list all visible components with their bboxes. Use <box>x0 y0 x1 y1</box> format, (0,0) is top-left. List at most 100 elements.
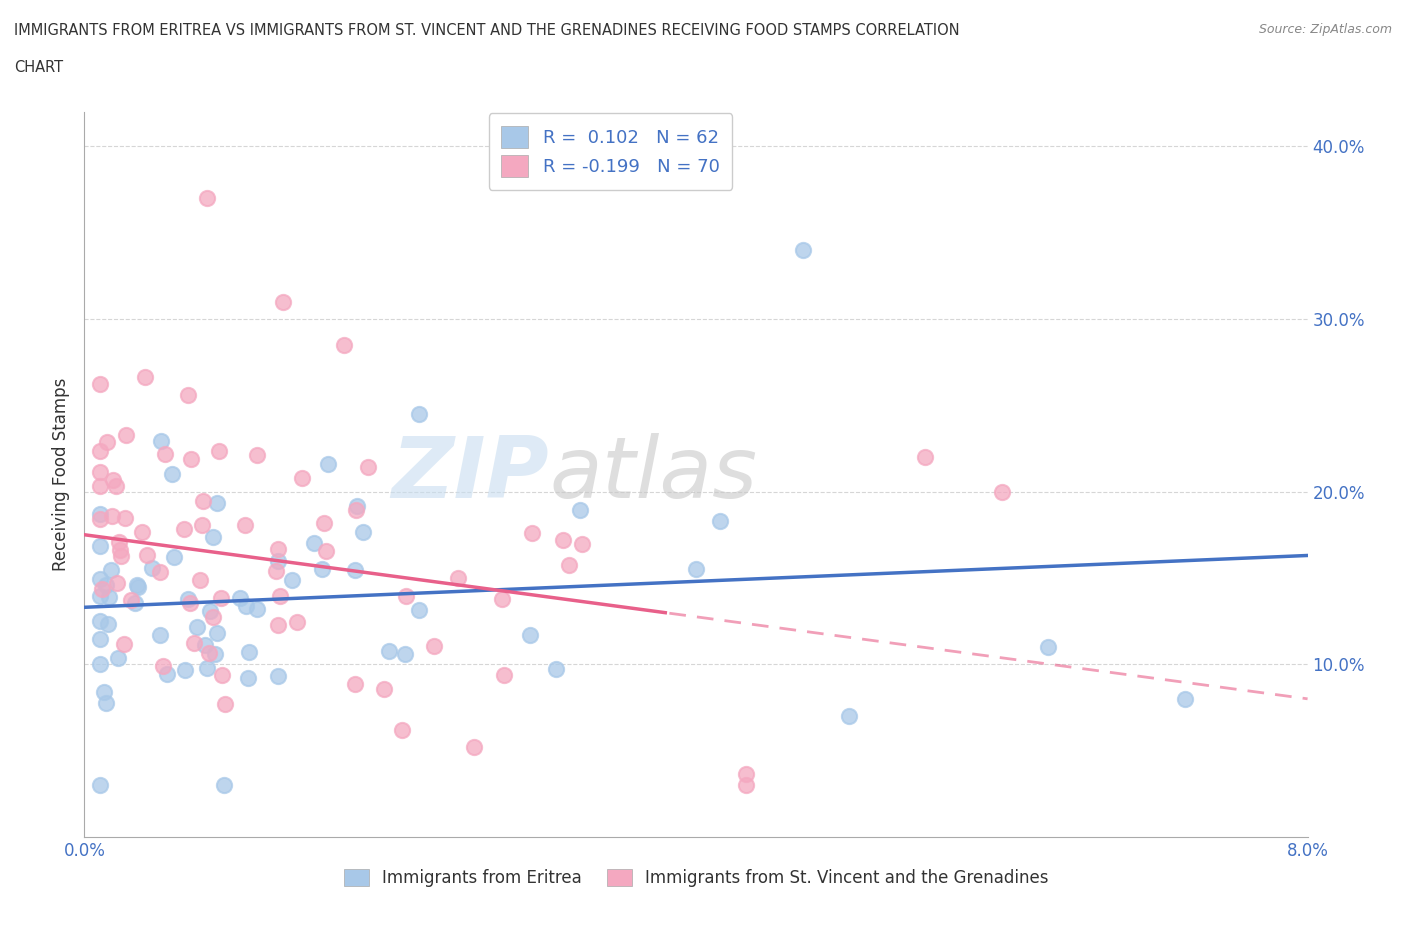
Point <box>115 428 138 443</box>
Point <box>246 602 269 617</box>
Point <box>285 615 308 630</box>
Point <box>96 696 118 711</box>
Point <box>520 525 543 540</box>
Point <box>238 644 260 659</box>
Point <box>94 578 117 592</box>
Point <box>395 589 418 604</box>
Point <box>211 668 233 683</box>
Point <box>267 618 290 632</box>
Point <box>709 513 731 528</box>
Point <box>89 777 111 792</box>
Point <box>89 589 111 604</box>
Point <box>1036 640 1059 655</box>
Point <box>735 777 758 792</box>
Point <box>373 682 395 697</box>
Point <box>180 452 202 467</box>
Point <box>200 604 222 618</box>
Point <box>792 243 814 258</box>
Point <box>179 595 201 610</box>
Point <box>571 537 593 551</box>
Text: Source: ZipAtlas.com: Source: ZipAtlas.com <box>1258 23 1392 36</box>
Point <box>131 525 153 539</box>
Point <box>134 369 156 384</box>
Point <box>195 661 218 676</box>
Legend: Immigrants from Eritrea, Immigrants from St. Vincent and the Grenadines: Immigrants from Eritrea, Immigrants from… <box>337 862 1054 894</box>
Point <box>236 671 259 685</box>
Point <box>89 377 111 392</box>
Point <box>346 499 368 514</box>
Point <box>269 589 291 604</box>
Point <box>198 645 221 660</box>
Point <box>352 525 374 539</box>
Point <box>149 627 172 642</box>
Point <box>422 638 444 653</box>
Point <box>204 646 226 661</box>
Point <box>208 444 231 458</box>
Point <box>120 592 142 607</box>
Point <box>546 662 568 677</box>
Point <box>101 473 124 488</box>
Point <box>1174 691 1197 706</box>
Point <box>267 669 290 684</box>
Point <box>267 541 290 556</box>
Point <box>124 595 146 610</box>
Point <box>89 613 111 628</box>
Point <box>447 571 470 586</box>
Point <box>112 636 135 651</box>
Point <box>194 637 217 652</box>
Point <box>212 777 235 792</box>
Point <box>311 562 333 577</box>
Point <box>89 512 111 526</box>
Point <box>136 548 159 563</box>
Point <box>149 565 172 579</box>
Point <box>89 657 111 671</box>
Point <box>271 294 294 309</box>
Point <box>394 647 416 662</box>
Point <box>735 766 758 781</box>
Text: IMMIGRANTS FROM ERITREA VS IMMIGRANTS FROM ST. VINCENT AND THE GRENADINES RECEIV: IMMIGRANTS FROM ERITREA VS IMMIGRANTS FR… <box>14 23 960 38</box>
Point <box>281 573 304 588</box>
Point <box>89 478 111 493</box>
Point <box>291 471 314 485</box>
Point <box>97 616 120 631</box>
Point <box>314 515 336 530</box>
Point <box>333 338 356 352</box>
Point <box>235 599 257 614</box>
Point <box>89 507 111 522</box>
Point <box>191 494 214 509</box>
Point <box>685 562 707 577</box>
Point <box>177 388 200 403</box>
Point <box>991 485 1014 499</box>
Point <box>183 636 205 651</box>
Point <box>391 723 413 737</box>
Point <box>205 496 228 511</box>
Point <box>568 503 591 518</box>
Point <box>108 542 131 557</box>
Point <box>89 444 111 458</box>
Point <box>233 518 256 533</box>
Point <box>105 576 128 591</box>
Point <box>209 591 232 605</box>
Point <box>201 610 224 625</box>
Point <box>408 406 430 421</box>
Point <box>838 709 860 724</box>
Point <box>195 191 218 206</box>
Point <box>177 591 200 606</box>
Point <box>141 561 163 576</box>
Point <box>153 446 176 461</box>
Point <box>90 581 112 596</box>
Point <box>343 677 366 692</box>
Point <box>378 644 401 658</box>
Point <box>107 651 129 666</box>
Point <box>96 434 118 449</box>
Point <box>127 579 149 594</box>
Point <box>163 550 186 565</box>
Point <box>914 449 936 464</box>
Point <box>188 573 211 588</box>
Point <box>152 658 174 673</box>
Point <box>186 620 208 635</box>
Point <box>150 433 173 448</box>
Point <box>357 460 380 475</box>
Point <box>114 510 136 525</box>
Point <box>228 591 250 605</box>
